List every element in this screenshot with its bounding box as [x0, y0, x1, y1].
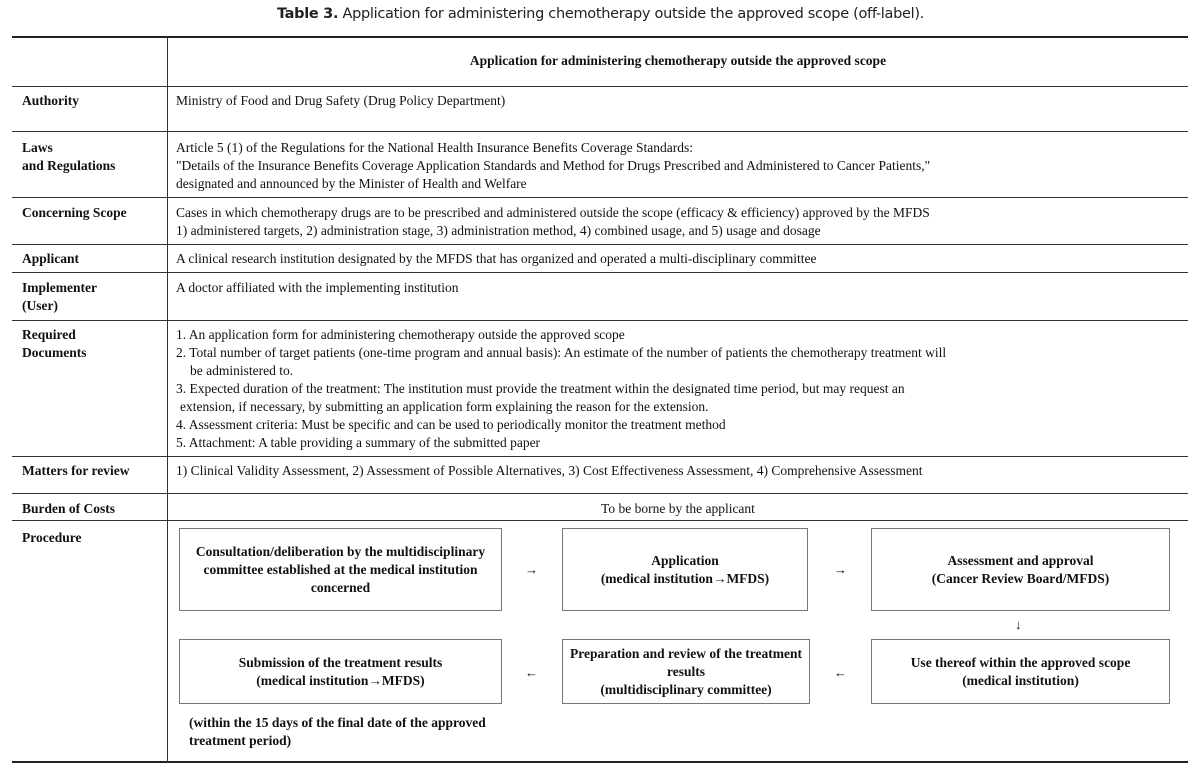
- text-line: "Details of the Insurance Benefits Cover…: [176, 158, 931, 173]
- arrow-right-icon: →: [525, 562, 538, 577]
- rule: [12, 456, 1188, 457]
- scope-value: Cases in which chemotherapy drugs are to…: [176, 204, 1181, 240]
- rule-top: [12, 36, 1188, 38]
- label-line: Required: [22, 327, 76, 342]
- text-line: extension, if necessary, by submitting a…: [180, 399, 709, 414]
- step-assessment: Assessment and approval (Cancer Review B…: [871, 528, 1170, 611]
- row-label-costs: Burden of Costs: [22, 501, 116, 516]
- authority-value: Ministry of Food and Drug Safety (Drug P…: [176, 93, 506, 108]
- rule: [12, 197, 1188, 198]
- rule-bottom: [12, 761, 1188, 763]
- step-use: Use thereof within the approved scope (m…: [871, 639, 1170, 704]
- review-value: 1) Clinical Validity Assessment, 2) Asse…: [176, 463, 923, 478]
- step-submission: Submission of the treatment results (med…: [179, 639, 502, 704]
- text-line: designated and announced by the Minister…: [176, 176, 527, 191]
- text-line: Cases in which chemotherapy drugs are to…: [176, 205, 930, 220]
- column-divider: [167, 37, 168, 763]
- table-header: Application for administering chemothera…: [469, 53, 887, 68]
- rule: [12, 520, 1188, 521]
- rule: [12, 272, 1188, 273]
- table-caption: Table 3. Application for administering c…: [0, 6, 1201, 22]
- text-line: be administered to.: [190, 363, 294, 378]
- text-line: Article 5 (1) of the Regulations for the…: [176, 140, 693, 155]
- applicant-value: A clinical research institution designat…: [176, 251, 817, 266]
- rule: [12, 320, 1188, 321]
- implementer-value: A doctor affiliated with the implementin…: [176, 280, 459, 295]
- text-line: 1) administered targets, 2) administrati…: [176, 223, 821, 238]
- documents-value: 1. An application form for administering…: [176, 326, 1181, 452]
- step-consultation: Consultation/deliberation by the multidi…: [179, 528, 502, 611]
- text-line: 2. Total number of target patients (one-…: [176, 345, 947, 360]
- arrow-right-icon: →: [834, 562, 847, 577]
- row-label-authority: Authority: [22, 93, 79, 108]
- arrow-down-icon: ↓: [1015, 617, 1022, 632]
- text-line: 3. Expected duration of the treatment: T…: [176, 381, 905, 396]
- text-line: 5. Attachment: A table providing a summa…: [176, 435, 541, 450]
- arrow-left-icon: ←: [834, 665, 847, 680]
- rule: [12, 493, 1188, 494]
- caption-label: Table 3.: [276, 6, 339, 22]
- label-line: and Regulations: [22, 158, 116, 173]
- text-line: 1. An application form for administering…: [176, 327, 625, 342]
- costs-value: To be borne by the applicant: [601, 501, 755, 516]
- label-line: Implementer: [22, 280, 97, 295]
- laws-value: Article 5 (1) of the Regulations for the…: [176, 139, 1181, 193]
- rule: [12, 131, 1188, 132]
- text-line: 4. Assessment criteria: Must be specific…: [176, 417, 726, 432]
- label-line: Laws: [22, 140, 53, 155]
- step-preparation: Preparation and review of the treatment …: [562, 639, 810, 704]
- procedure-note: (within the 15 days of the final date of…: [189, 715, 486, 748]
- caption-text: Application for administering chemothera…: [338, 6, 925, 22]
- label-line: Documents: [22, 345, 87, 360]
- label-line: (User): [22, 298, 58, 313]
- row-label-documents: Required Documents: [22, 326, 87, 362]
- row-label-scope: Concerning Scope: [22, 205, 127, 220]
- row-label-laws: Laws and Regulations: [22, 139, 115, 175]
- row-label-procedure: Procedure: [22, 530, 82, 545]
- arrow-left-icon: ←: [525, 665, 538, 680]
- rule: [12, 86, 1188, 87]
- row-label-review: Matters for review: [22, 463, 130, 478]
- rule: [12, 244, 1188, 245]
- row-label-applicant: Applicant: [22, 251, 80, 266]
- step-application: Application (medical institution→MFDS): [562, 528, 808, 611]
- row-label-implementer: Implementer (User): [22, 279, 97, 315]
